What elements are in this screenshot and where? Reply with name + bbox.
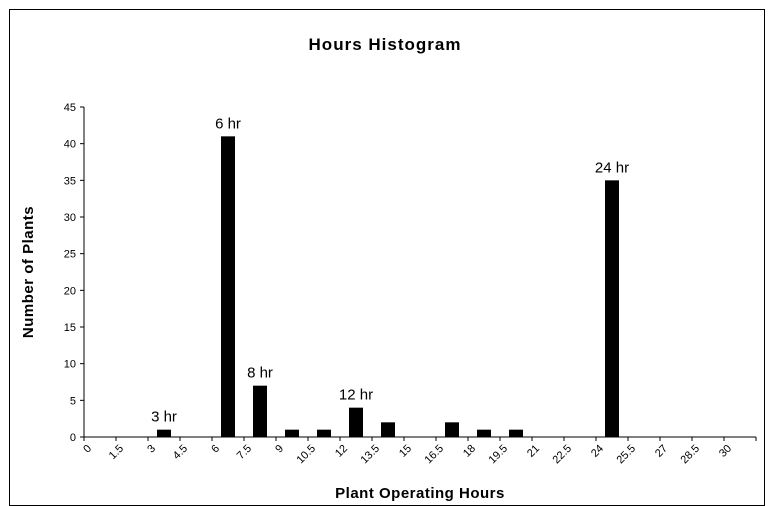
bar — [381, 422, 395, 437]
bar — [285, 429, 299, 437]
y-tick-label: 10 — [64, 359, 76, 371]
y-tick-label: 5 — [70, 395, 76, 407]
bar — [317, 429, 331, 437]
y-tick-label: 25 — [64, 249, 76, 261]
annotation: 12 hr — [339, 387, 373, 404]
y-tick-label: 15 — [64, 322, 76, 334]
annotation: 3 hr — [151, 409, 177, 426]
y-tick-label: 40 — [64, 139, 76, 151]
y-tick-label: 35 — [64, 175, 76, 187]
bar — [605, 180, 619, 438]
bar — [349, 407, 363, 437]
bar — [509, 429, 523, 437]
y-tick-label: 0 — [70, 432, 76, 444]
bar — [253, 385, 267, 437]
bar — [445, 422, 459, 437]
annotation: 24 hr — [595, 159, 629, 176]
y-tick-label: 45 — [64, 102, 76, 114]
x-axis-title: Plant Operating Hours — [335, 485, 505, 502]
y-axis-title: Number of Plants — [20, 206, 37, 338]
bar — [221, 136, 235, 438]
y-tick-label: 30 — [64, 212, 76, 224]
chart-title: Hours Histogram — [309, 35, 462, 54]
annotation: 6 hr — [215, 115, 241, 132]
annotation: 8 hr — [247, 365, 273, 382]
y-tick-label: 20 — [64, 285, 76, 297]
bar — [477, 429, 491, 437]
bar — [157, 429, 171, 437]
